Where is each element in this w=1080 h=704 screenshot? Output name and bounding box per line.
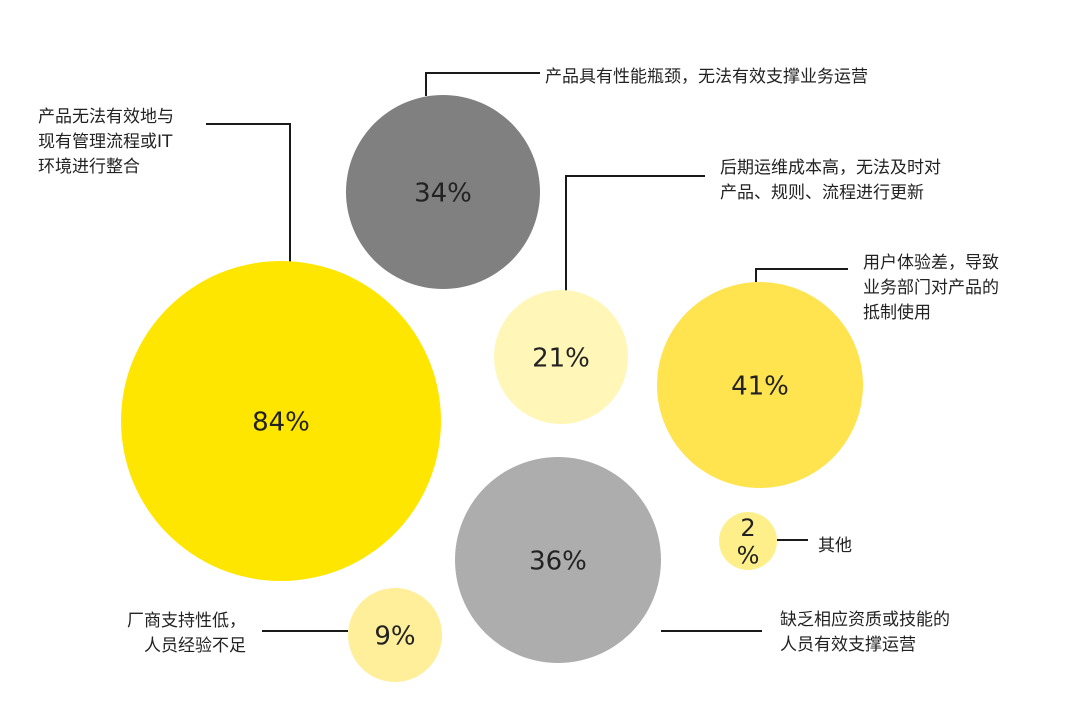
- bubble-value-label-other: 2: [740, 514, 755, 542]
- callout-label-skills: 缺乏相应资质或技能的: [780, 610, 950, 630]
- leader-line-integration: [206, 123, 291, 262]
- bubble-value-label-other: %: [737, 541, 760, 569]
- bubble-other: [719, 512, 777, 570]
- leader-line-user-experience: [755, 268, 848, 282]
- callout-label-integration: 现有管理流程或IT: [38, 132, 173, 152]
- callout-label-user-experience: 业务部门对产品的: [863, 278, 999, 298]
- bubble-value-label-vendor-support: 9%: [374, 621, 415, 651]
- callout-label-vendor-support: 人员经验不足: [144, 636, 246, 656]
- leader-line-performance: [425, 72, 540, 96]
- callout-label-skills: 人员有效支撑运营: [780, 635, 916, 655]
- callout-label-user-experience: 用户体验差，导致: [863, 253, 999, 273]
- leader-line-maintenance: [565, 175, 705, 291]
- bubble-maintenance: [494, 290, 628, 424]
- bubble-value-label-integration: 84%: [252, 407, 310, 437]
- callout-label-vendor-support: 厂商支持性低，: [127, 611, 246, 631]
- bubble-skills: [455, 457, 661, 663]
- leader-lines: [206, 72, 848, 632]
- bubble-value-label-skills: 36%: [529, 546, 587, 576]
- callout-label-maintenance: 产品、规则、流程进行更新: [720, 183, 924, 203]
- bubble-value-label-maintenance: 21%: [532, 343, 590, 373]
- callout-label-performance: 产品具有性能瓶颈，无法有效支撑业务运营: [545, 67, 868, 87]
- bubble-user-experience: [657, 282, 863, 488]
- callout-label-integration: 环境进行整合: [38, 157, 140, 177]
- bubble-value-label-performance: 34%: [414, 178, 472, 208]
- bubble-vendor-support: [348, 588, 442, 682]
- bubble-integration: [121, 261, 441, 581]
- callout-label-integration: 产品无法有效地与: [38, 107, 174, 127]
- bubbles-layer: 84% 34% 21% 41% 36% 9% 2%: [121, 95, 863, 682]
- callout-label-user-experience: 抵制使用: [863, 302, 931, 323]
- callout-label-maintenance: 后期运维成本高，无法及时对: [720, 158, 941, 178]
- bubble-performance: [346, 95, 540, 289]
- bubble-value-label-user-experience: 41%: [731, 371, 789, 401]
- callout-label-other: 其他: [818, 536, 852, 556]
